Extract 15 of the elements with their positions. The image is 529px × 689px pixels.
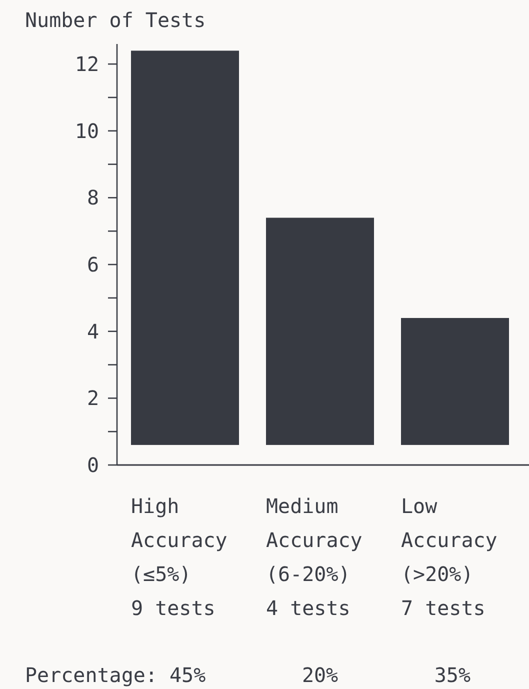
y-tick-label: 2 bbox=[86, 386, 99, 410]
bar bbox=[401, 318, 509, 445]
x-tick-label: Medium Accuracy (6-20%) 4 tests bbox=[266, 494, 362, 620]
y-tick-label: 4 bbox=[86, 319, 99, 344]
y-tick-label: 12 bbox=[74, 52, 99, 76]
x-tick-label: Low Accuracy (>20%) 7 tests bbox=[401, 494, 498, 620]
y-axis-title: Number of Tests bbox=[25, 8, 206, 32]
text: Percentage: 45% 20% 35% bbox=[25, 663, 471, 687]
bar bbox=[131, 50, 239, 445]
y-tick-label: 0 bbox=[86, 453, 99, 477]
bar bbox=[266, 218, 374, 445]
x-tick-label: High Accuracy (≤5%) 9 tests bbox=[131, 494, 228, 620]
y-tick-label: 10 bbox=[74, 118, 99, 143]
y-tick-label: 8 bbox=[86, 186, 99, 210]
y-tick-label: 6 bbox=[86, 252, 99, 277]
